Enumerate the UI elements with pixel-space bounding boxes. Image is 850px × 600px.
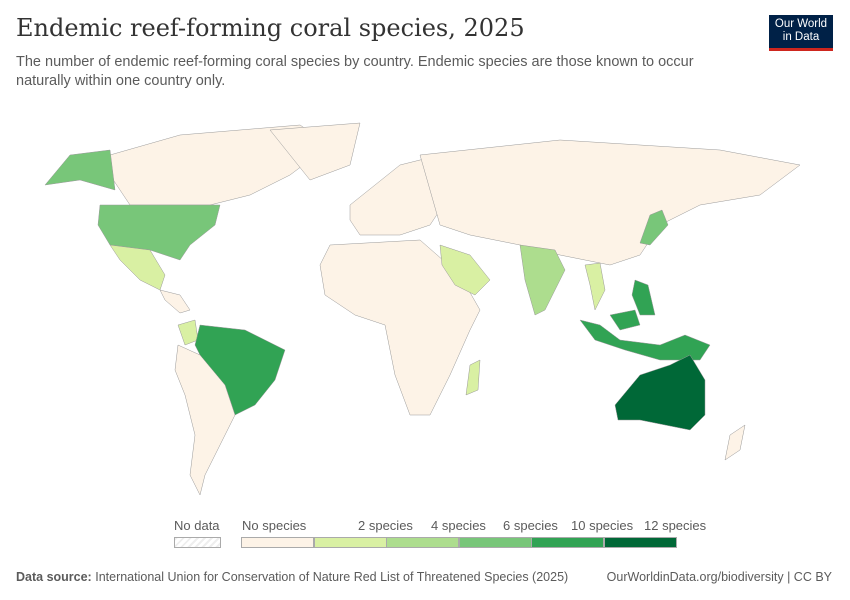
country-central-america[interactable] bbox=[159, 289, 191, 314]
country-united-states[interactable] bbox=[97, 204, 221, 261]
country-malaysia[interactable] bbox=[609, 309, 641, 331]
data-source: Data source: International Union for Con… bbox=[16, 570, 569, 584]
legend-swatch[interactable] bbox=[313, 537, 387, 548]
country-india[interactable] bbox=[519, 244, 566, 316]
country-thailand[interactable] bbox=[584, 262, 606, 311]
legend-label: 2 species bbox=[358, 518, 413, 533]
country-australia[interactable] bbox=[614, 354, 706, 431]
legend-no-data-swatch bbox=[174, 537, 221, 548]
country-alaska[interactable] bbox=[44, 149, 116, 191]
chart-subtitle: The number of endemic reef-forming coral… bbox=[16, 54, 694, 89]
legend-no-data-label: No data bbox=[174, 518, 220, 533]
legend-label: 6 species bbox=[503, 518, 558, 533]
legend-label: No species bbox=[242, 518, 307, 533]
legend-label: 12 species bbox=[644, 518, 707, 533]
country-greenland[interactable] bbox=[269, 122, 361, 181]
country-saudi-arabia[interactable] bbox=[439, 244, 491, 296]
country-colombia[interactable] bbox=[177, 319, 199, 346]
legend-swatch[interactable] bbox=[386, 537, 459, 548]
chart-title: Endemic reef-forming coral species, 2025 bbox=[16, 14, 525, 42]
country-russia-asia[interactable] bbox=[419, 139, 801, 266]
country-canada[interactable] bbox=[109, 124, 331, 206]
source-url[interactable]: OurWorldinData.org/biodiversity | CC BY bbox=[606, 570, 832, 584]
country-japan[interactable] bbox=[639, 209, 669, 246]
country-indonesia[interactable] bbox=[579, 319, 711, 361]
legend-label: 10 species bbox=[571, 518, 634, 533]
legend-label: 4 species bbox=[431, 518, 486, 533]
legend-swatch[interactable] bbox=[458, 537, 532, 548]
legend-swatch[interactable] bbox=[603, 537, 677, 548]
country-new-zealand[interactable] bbox=[724, 424, 746, 461]
country-south-america[interactable] bbox=[174, 344, 236, 496]
legend-swatch[interactable] bbox=[531, 537, 604, 548]
owid-logo[interactable]: Our World in Data bbox=[769, 15, 833, 51]
legend-swatch[interactable] bbox=[241, 537, 314, 548]
country-philippines[interactable] bbox=[631, 279, 656, 316]
country-europe[interactable] bbox=[349, 154, 451, 236]
country-madagascar[interactable] bbox=[465, 359, 481, 396]
world-map bbox=[44, 122, 801, 496]
